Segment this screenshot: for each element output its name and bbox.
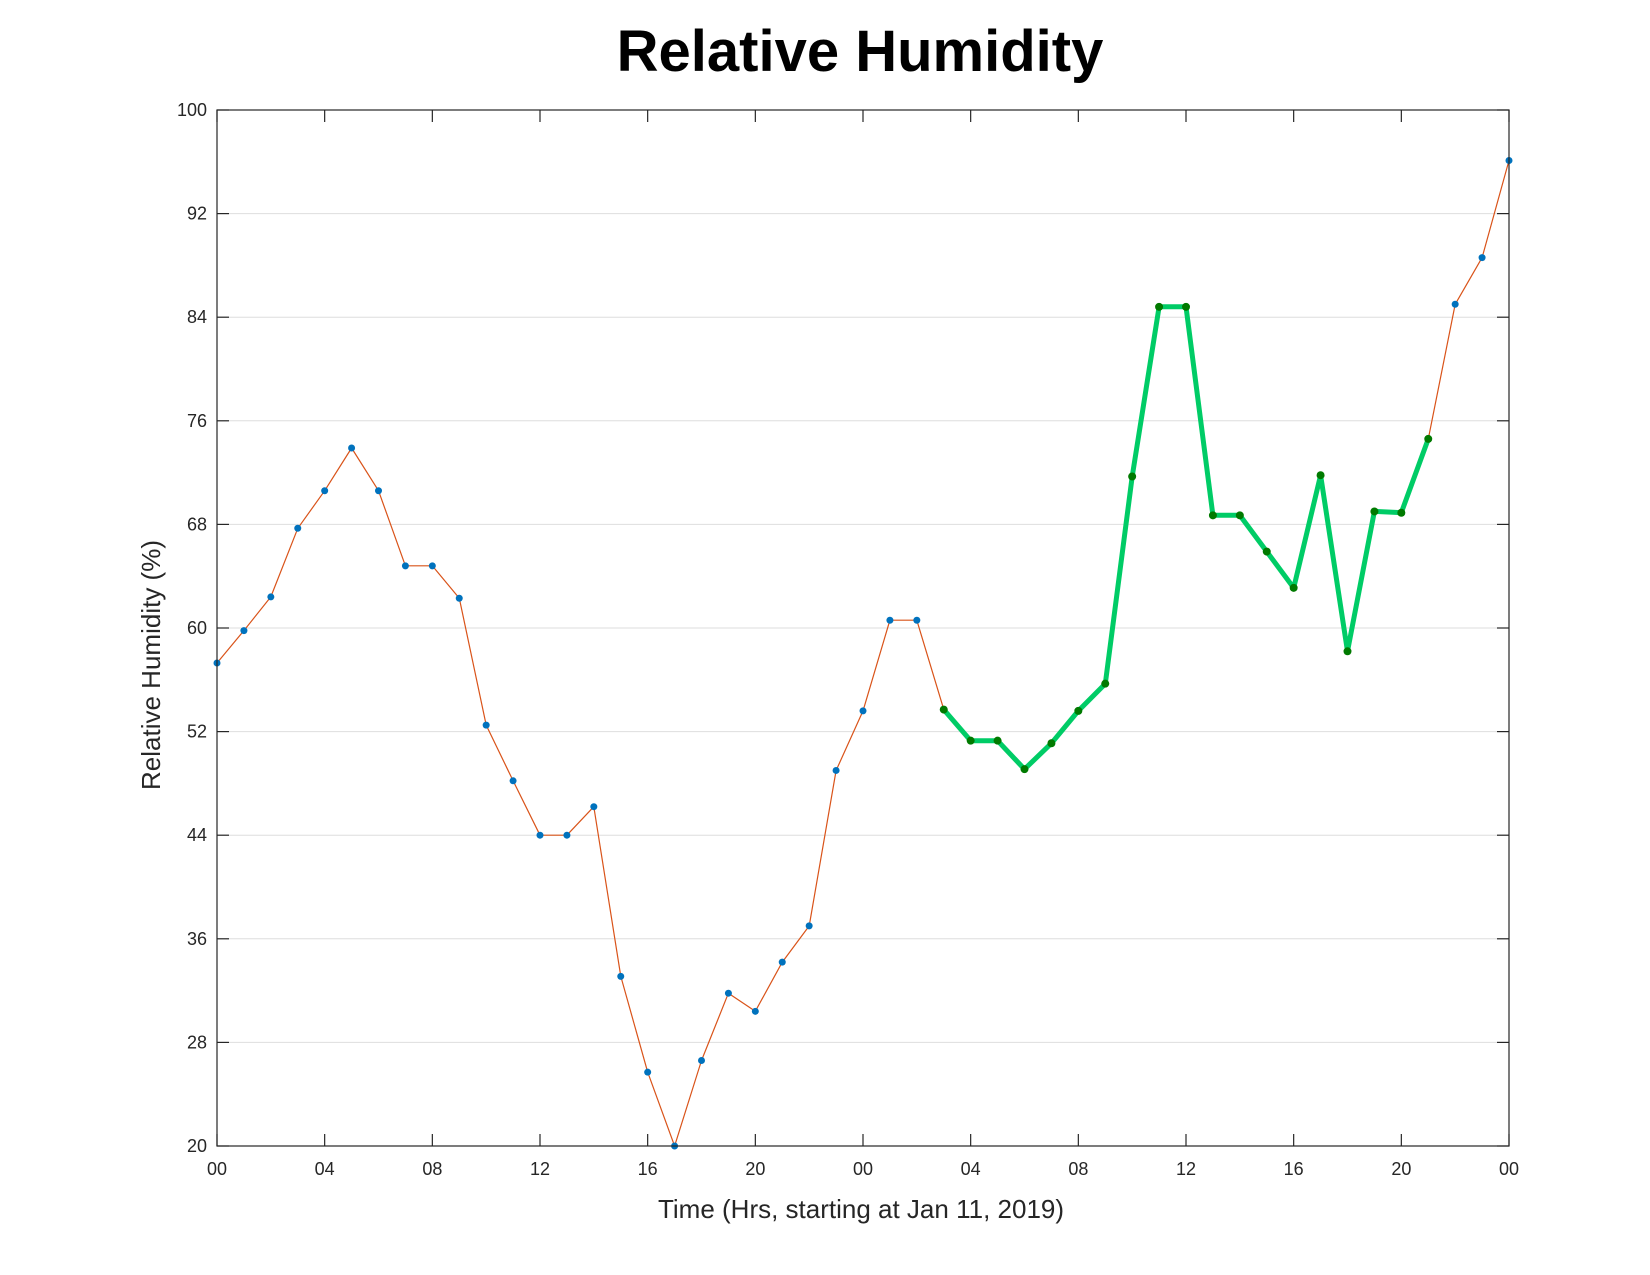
series-line-1 [941,304,1431,772]
data-point-1 [1289,583,1298,592]
axes-frame [216,109,1510,1147]
data-point-1 [1128,472,1137,481]
x-tick-label: 12 [530,1159,550,1179]
data-point-1 [1370,507,1379,516]
x-axis-label: Time (Hrs, starting at Jan 11, 2019) [658,1194,1064,1224]
data-point-0 [401,562,409,570]
data-point-1 [1074,706,1083,715]
x-tick-label: 00 [207,1159,227,1179]
x-tick-label: 04 [961,1159,981,1179]
data-point-1 [1101,679,1110,688]
y-tick-label: 52 [187,722,207,742]
data-point-0 [563,831,571,839]
x-tick-label: 20 [1391,1159,1411,1179]
data-point-0 [832,766,840,774]
y-tick-label: 60 [187,618,207,638]
data-point-0 [751,1007,759,1015]
data-point-1 [1397,508,1406,517]
data-point-1 [1155,302,1164,311]
y-tick-label: 44 [187,825,207,845]
data-point-0 [267,593,275,601]
y-tick-label: 20 [187,1136,207,1156]
data-point-0 [455,594,463,602]
data-point-1 [1208,511,1217,520]
data-point-0 [375,487,382,495]
x-tick-label: 12 [1176,1159,1196,1179]
data-point-0 [1478,254,1486,262]
data-markers [213,157,1513,1150]
data-point-1 [1020,765,1029,774]
data-point-0 [294,524,302,532]
x-tick-label: 00 [1499,1159,1519,1179]
data-point-1 [966,736,975,745]
data-point-0 [590,803,598,811]
data-point-0 [859,707,867,715]
data-point-1 [1182,302,1190,311]
data-point-0 [428,562,436,570]
x-tick-label: 08 [422,1159,442,1179]
y-axis-label: Relative Humidity (%) [136,540,166,790]
y-tick-labels: 20 28 36 44 52 60 68 76 84 92 100 [177,100,207,1156]
x-tick-label: 04 [315,1159,335,1179]
data-point-0 [617,972,625,980]
x-tick-label: 00 [853,1159,873,1179]
data-point-0 [321,487,329,495]
data-point-0 [1451,300,1459,308]
data-point-1 [1262,547,1271,556]
x-tick-labels: 00 04 08 12 16 20 00 04 08 12 16 20 00 [207,1159,1519,1179]
y-tick-label: 28 [187,1032,207,1052]
data-point-0 [805,922,813,930]
data-point-0 [482,721,490,729]
series-lines [216,159,1510,1147]
data-point-0 [509,777,517,785]
data-point-1 [1235,511,1244,520]
data-point-1 [993,736,1002,745]
data-point-0 [778,958,786,966]
data-point-1 [1424,434,1433,443]
y-tick-label: 76 [187,411,207,431]
data-point-1 [939,705,948,714]
data-point-1 [1316,471,1325,480]
y-tick-label: 68 [187,514,207,534]
data-point-0 [698,1057,705,1065]
data-point-1 [1047,739,1056,748]
y-tick-label: 84 [187,307,207,327]
chart-title: Relative Humidity [616,19,1104,84]
x-tick-label: 16 [638,1159,658,1179]
data-point-0 [724,989,732,997]
x-tick-label: 16 [1284,1159,1304,1179]
grid-lines [217,213,1509,1043]
data-point-0 [536,831,544,839]
data-point-0 [240,627,248,635]
y-tick-label: 36 [187,929,207,949]
data-point-1 [1343,647,1352,656]
x-tick-label: 08 [1068,1159,1088,1179]
series-line-0 [216,159,1510,1147]
y-tick-label: 92 [187,204,207,224]
data-point-0 [913,616,921,624]
data-point-0 [644,1068,652,1076]
x-tick-label: 20 [745,1159,765,1179]
y-tick-label: 100 [177,100,207,120]
data-point-0 [348,444,356,452]
data-point-0 [886,616,894,624]
